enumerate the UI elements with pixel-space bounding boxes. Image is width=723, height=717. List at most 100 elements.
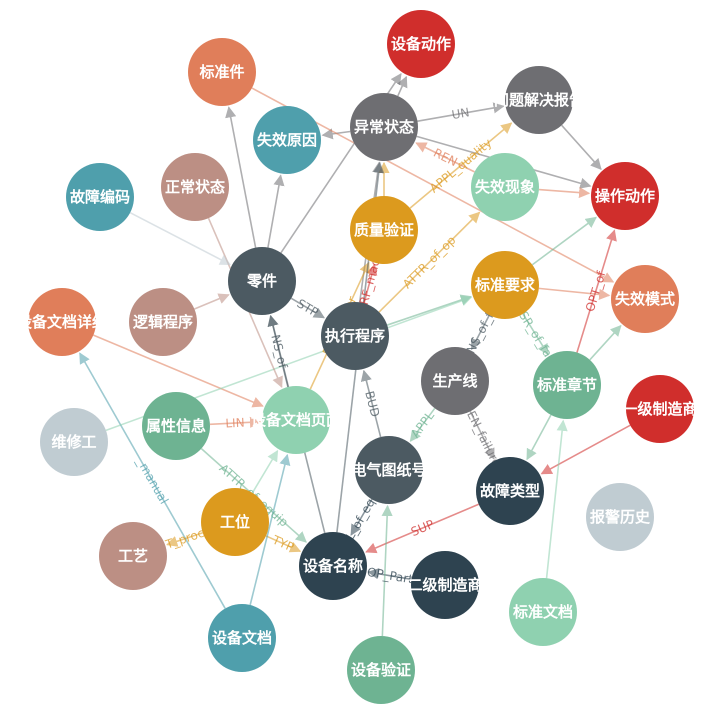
node-label: 设备文档详细: [17, 313, 107, 331]
edge-n17-n23: [409, 407, 436, 442]
node-n11[interactable]: 零件: [228, 247, 296, 315]
node-circle[interactable]: [262, 386, 330, 454]
edge-n19-n24: [540, 424, 631, 475]
node-circle[interactable]: [129, 288, 197, 356]
node-label: 维修工: [51, 433, 96, 451]
node-n19[interactable]: 一级制造商: [622, 375, 698, 443]
node-n08[interactable]: 失效现象: [471, 153, 539, 221]
node-n23[interactable]: 电气图纸号: [351, 436, 427, 504]
node-n28[interactable]: 设备名称: [299, 532, 367, 600]
edge-n11-n16: [290, 297, 325, 319]
node-n29[interactable]: 二级制造商: [407, 551, 483, 619]
node-label: 逻辑程序: [133, 313, 193, 331]
edge-n17-n24: [469, 411, 495, 460]
node-n31[interactable]: 设备文档: [208, 604, 276, 672]
edge-n31-n14: [79, 352, 226, 609]
node-circle[interactable]: [188, 38, 256, 106]
edge-n12-n17: [470, 314, 491, 351]
node-circle[interactable]: [471, 153, 539, 221]
node-n07[interactable]: 正常状态: [161, 153, 229, 221]
node-label: 标准章节: [536, 376, 597, 394]
node-n10[interactable]: 质量验证: [350, 196, 418, 264]
node-circle[interactable]: [421, 347, 489, 415]
node-circle[interactable]: [626, 375, 694, 443]
node-circle[interactable]: [201, 488, 269, 556]
edge-label: _manual: [133, 454, 171, 506]
node-n03[interactable]: 问题解决报告: [494, 66, 584, 134]
edge-label: OPT_of: [583, 269, 609, 314]
node-circle[interactable]: [321, 302, 389, 370]
node-n12[interactable]: 标准要求: [471, 251, 539, 319]
node-n04[interactable]: 异常状态: [350, 93, 418, 161]
node-circle[interactable]: [586, 483, 654, 551]
node-circle[interactable]: [591, 162, 659, 230]
node-n01[interactable]: 设备动作: [387, 10, 455, 78]
node-label: 设备动作: [391, 35, 451, 53]
node-n24[interactable]: 故障类型: [476, 457, 544, 525]
node-n14[interactable]: 设备文档详细: [17, 288, 107, 356]
edge-n25-n28: [265, 535, 302, 553]
node-n20[interactable]: 属性信息: [142, 392, 210, 460]
node-n15[interactable]: 逻辑程序: [129, 288, 197, 356]
node-n32[interactable]: 设备验证: [347, 636, 415, 704]
node-label: 设备名称: [303, 557, 363, 575]
node-n13[interactable]: 失效模式: [611, 265, 679, 333]
node-n26[interactable]: 报警历史: [586, 483, 654, 551]
edge-n04-n03: [417, 102, 505, 122]
node-circle[interactable]: [411, 551, 479, 619]
node-circle[interactable]: [28, 288, 96, 356]
edge-n15-n11: [194, 293, 230, 310]
node-n16[interactable]: 执行程序: [321, 302, 389, 370]
node-label: 一级制造商: [622, 400, 697, 418]
node-n18[interactable]: 标准章节: [533, 351, 601, 419]
edge-n14-n21: [93, 334, 264, 408]
node-circle[interactable]: [142, 392, 210, 460]
node-circle[interactable]: [347, 636, 415, 704]
node-circle[interactable]: [611, 265, 679, 333]
node-label: 工艺: [118, 547, 148, 565]
node-n09[interactable]: 操作动作: [591, 162, 659, 230]
edge-n30-n18: [545, 419, 568, 579]
node-circle[interactable]: [99, 522, 167, 590]
node-label: 生产线: [432, 372, 477, 390]
node-label: 电气图纸号: [351, 461, 426, 479]
node-circle[interactable]: [350, 196, 418, 264]
edge-label: LIN: [225, 416, 245, 431]
node-circle[interactable]: [161, 153, 229, 221]
node-n30[interactable]: 标准文档: [509, 578, 577, 646]
node-circle[interactable]: [505, 66, 573, 134]
node-circle[interactable]: [509, 578, 577, 646]
node-n22[interactable]: 维修工: [40, 408, 108, 476]
node-n27[interactable]: 工艺: [99, 522, 167, 590]
edge-n08-n09: [538, 186, 591, 199]
edge-n23-n28: [350, 498, 373, 536]
node-n02[interactable]: 标准件: [188, 38, 256, 106]
node-circle[interactable]: [208, 604, 276, 672]
node-circle[interactable]: [533, 351, 601, 419]
edge-n03-n09: [561, 124, 602, 171]
edge-n18-n13: [589, 324, 622, 361]
node-n17[interactable]: 生产线: [421, 347, 489, 415]
node-circle[interactable]: [387, 10, 455, 78]
node-circle[interactable]: [350, 93, 418, 161]
node-circle[interactable]: [228, 247, 296, 315]
node-circle[interactable]: [299, 532, 367, 600]
node-label: 故障类型: [480, 482, 540, 500]
node-label: 工位: [220, 513, 250, 531]
node-label: 设备文档: [212, 629, 272, 647]
node-circle[interactable]: [471, 251, 539, 319]
node-label: 报警历史: [590, 508, 651, 526]
node-circle[interactable]: [66, 163, 134, 231]
node-n05[interactable]: 失效原因: [253, 106, 321, 174]
node-circle[interactable]: [253, 106, 321, 174]
edge-n12-n09: [531, 216, 597, 266]
node-circle[interactable]: [355, 436, 423, 504]
node-n25[interactable]: 工位: [201, 488, 269, 556]
node-circle[interactable]: [40, 408, 108, 476]
node-circle[interactable]: [476, 457, 544, 525]
edge-label: BUD: [362, 390, 382, 419]
node-n21[interactable]: 设备文档页面: [251, 386, 341, 454]
edge-n18-n24: [526, 414, 552, 461]
node-n06[interactable]: 故障编码: [66, 163, 134, 231]
node-label: 失效模式: [615, 290, 675, 308]
